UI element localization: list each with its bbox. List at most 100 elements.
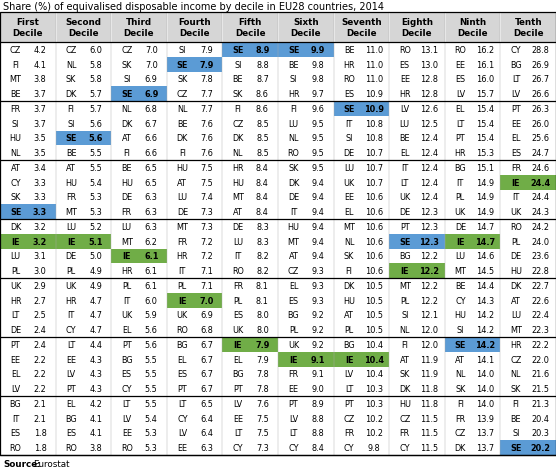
- Text: BG: BG: [176, 340, 188, 349]
- Text: 10.8: 10.8: [365, 134, 383, 143]
- Text: LU: LU: [233, 237, 243, 246]
- Text: 10.4: 10.4: [364, 355, 384, 364]
- Text: 5.0: 5.0: [90, 252, 102, 261]
- Text: PL: PL: [178, 281, 187, 290]
- Text: FI: FI: [346, 267, 353, 276]
- Text: 14.0: 14.0: [476, 384, 494, 393]
- Text: FI: FI: [123, 149, 130, 158]
- Text: HU: HU: [343, 296, 355, 305]
- Text: 16.2: 16.2: [476, 46, 494, 55]
- Text: MT: MT: [287, 237, 300, 246]
- Text: UK: UK: [121, 311, 132, 320]
- Text: SK: SK: [66, 75, 76, 84]
- Text: 5.7: 5.7: [90, 90, 102, 99]
- Text: DK: DK: [10, 222, 21, 231]
- Text: CZ: CZ: [66, 46, 77, 55]
- Text: FR: FR: [400, 428, 410, 437]
- Text: 2.5: 2.5: [34, 311, 46, 320]
- Text: CZ: CZ: [232, 119, 244, 129]
- Text: 10.7: 10.7: [365, 149, 383, 158]
- Text: 24.0: 24.0: [532, 237, 549, 246]
- Text: 5.5: 5.5: [145, 399, 157, 408]
- Text: 8.4: 8.4: [256, 178, 269, 187]
- Text: 12.2: 12.2: [419, 267, 439, 276]
- Text: UK: UK: [288, 340, 299, 349]
- Text: PL: PL: [289, 326, 298, 335]
- Text: 5.8: 5.8: [90, 75, 102, 84]
- Text: CY: CY: [344, 443, 355, 452]
- Text: Third
Decile: Third Decile: [124, 18, 154, 38]
- Text: 4.3: 4.3: [89, 369, 102, 378]
- Text: PL: PL: [11, 267, 20, 276]
- Text: LV: LV: [456, 90, 465, 99]
- Bar: [389, 13, 445, 43]
- Text: IT: IT: [12, 414, 19, 423]
- Text: FI: FI: [457, 399, 464, 408]
- Text: 5.8: 5.8: [90, 60, 102, 69]
- Text: 12.0: 12.0: [420, 326, 438, 335]
- Text: 6.9: 6.9: [145, 75, 158, 84]
- Text: PL: PL: [512, 237, 520, 246]
- Text: 14.9: 14.9: [476, 193, 494, 202]
- Text: RO: RO: [65, 443, 77, 452]
- Bar: [222, 13, 278, 43]
- Text: 8.7: 8.7: [256, 75, 269, 84]
- Text: FI: FI: [401, 340, 408, 349]
- Bar: [334, 352, 389, 367]
- Text: IT: IT: [456, 178, 464, 187]
- Text: 26.9: 26.9: [532, 60, 549, 69]
- Text: 20.3: 20.3: [532, 428, 549, 437]
- Text: EL: EL: [400, 149, 410, 158]
- Text: HR: HR: [66, 296, 77, 305]
- Bar: [56, 131, 111, 146]
- Text: 15.4: 15.4: [476, 134, 494, 143]
- Text: 5.6: 5.6: [145, 340, 158, 349]
- Text: 3.7: 3.7: [34, 90, 46, 99]
- Text: 7.4: 7.4: [200, 193, 214, 202]
- Text: UK: UK: [10, 281, 21, 290]
- Text: 3.1: 3.1: [33, 252, 47, 261]
- Bar: [334, 102, 389, 117]
- Text: 26.7: 26.7: [532, 75, 549, 84]
- Text: 4.3: 4.3: [89, 384, 102, 393]
- Text: 2.9: 2.9: [34, 281, 46, 290]
- Text: 7.9: 7.9: [256, 355, 269, 364]
- Text: 12.2: 12.2: [420, 296, 438, 305]
- Text: 21.6: 21.6: [532, 369, 549, 378]
- Text: EE: EE: [344, 193, 354, 202]
- Text: LU: LU: [289, 119, 299, 129]
- Bar: [0, 205, 56, 219]
- Text: HR: HR: [288, 90, 299, 99]
- Text: SK: SK: [122, 60, 132, 69]
- Text: LV: LV: [67, 369, 76, 378]
- Text: LT: LT: [67, 340, 76, 349]
- Text: 3.5: 3.5: [34, 134, 46, 143]
- Text: 22.4: 22.4: [532, 311, 549, 320]
- Text: AT: AT: [400, 355, 410, 364]
- Text: 15.4: 15.4: [476, 119, 494, 129]
- Text: 6.3: 6.3: [200, 443, 214, 452]
- Text: 2.2: 2.2: [34, 369, 46, 378]
- Text: 9.4: 9.4: [311, 208, 325, 217]
- Text: PL: PL: [234, 296, 242, 305]
- Text: Sixth
Decile: Sixth Decile: [291, 18, 321, 38]
- Text: 13.9: 13.9: [476, 414, 494, 423]
- Text: CY: CY: [10, 178, 21, 187]
- Text: 10.5: 10.5: [365, 311, 383, 320]
- Text: CZ: CZ: [455, 428, 466, 437]
- Text: 9.5: 9.5: [312, 164, 324, 172]
- Text: 5.6: 5.6: [145, 326, 158, 335]
- Bar: [167, 58, 222, 72]
- Text: FR: FR: [344, 428, 354, 437]
- Text: LT: LT: [345, 384, 354, 393]
- Text: 6.7: 6.7: [200, 384, 214, 393]
- Text: CY: CY: [66, 326, 77, 335]
- Text: BG: BG: [9, 399, 22, 408]
- Text: 5.2: 5.2: [90, 222, 102, 231]
- Text: 9.4: 9.4: [311, 252, 325, 261]
- Text: SK: SK: [11, 193, 21, 202]
- Text: 2.2: 2.2: [34, 384, 46, 393]
- Text: 8.3: 8.3: [256, 237, 269, 246]
- Text: DK: DK: [121, 119, 132, 129]
- Text: 9.3: 9.3: [312, 267, 324, 276]
